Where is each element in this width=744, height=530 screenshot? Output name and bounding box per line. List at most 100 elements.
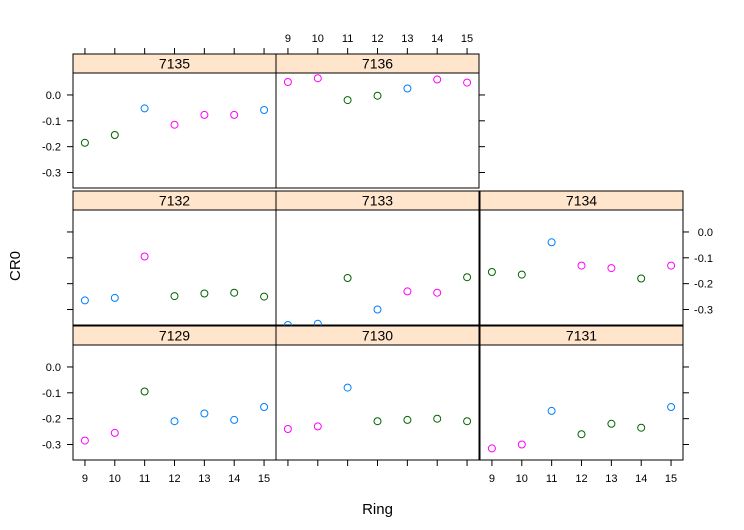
- point-7130-12: [373, 417, 382, 426]
- strip-label-7133: 7133: [362, 193, 393, 209]
- x-tick-label: 13: [198, 473, 210, 485]
- point-7131-10: [517, 440, 526, 449]
- x-tick-label: 9: [285, 33, 291, 45]
- x-tick-label: 9: [489, 473, 495, 485]
- point-7129-9: [80, 436, 89, 445]
- point-7133-12: [373, 305, 382, 314]
- x-tick-label: 12: [371, 33, 383, 45]
- point-7130-14: [433, 414, 442, 423]
- point-7135-10: [110, 131, 119, 139]
- point-7136-13: [403, 84, 412, 93]
- point-7132-10: [110, 293, 119, 302]
- panel-7136: [275, 72, 480, 189]
- y-tick-label: -0.3: [42, 439, 61, 451]
- x-tick-label: 14: [635, 473, 647, 485]
- point-7132-13: [200, 289, 209, 298]
- point-7129-15: [260, 403, 269, 411]
- y-tick-label: -0.1: [42, 388, 61, 400]
- point-7129-11: [140, 387, 149, 396]
- point-7135-15: [260, 106, 269, 114]
- point-7134-9: [487, 268, 496, 276]
- x-tick-label: 12: [168, 473, 180, 485]
- y-tick-label: 0.0: [46, 362, 61, 374]
- point-7133-13: [403, 287, 412, 296]
- x-tick-label: 9: [82, 473, 88, 485]
- x-tick-label: 10: [109, 473, 121, 485]
- y-tick-label: -0.2: [694, 279, 713, 291]
- point-7136-10: [313, 74, 322, 83]
- point-7130-15: [463, 417, 472, 426]
- y-tick-label: -0.3: [694, 304, 713, 316]
- strip-label-7129: 7129: [159, 328, 190, 344]
- point-7132-15: [260, 292, 269, 301]
- strip-label-7136: 7136: [362, 56, 393, 72]
- point-7129-12: [170, 417, 179, 426]
- point-7132-12: [170, 292, 179, 301]
- point-7133-14: [433, 288, 442, 297]
- point-7135-9: [80, 138, 89, 147]
- point-7135-14: [230, 110, 239, 119]
- point-7136-9: [283, 78, 292, 86]
- point-7135-12: [170, 120, 179, 129]
- point-7131-13: [607, 419, 616, 428]
- x-tick-label: 15: [665, 473, 677, 485]
- point-7134-14: [637, 274, 646, 283]
- x-tick-label: 14: [228, 473, 240, 485]
- point-7136-14: [433, 75, 442, 84]
- point-7132-9: [80, 296, 89, 305]
- point-7134-10: [517, 270, 526, 279]
- x-tick-label: 11: [139, 473, 150, 485]
- strip-label-7130: 7130: [362, 328, 393, 344]
- point-7131-11: [547, 406, 556, 415]
- panel-7129: [72, 344, 277, 461]
- point-7132-14: [230, 288, 239, 297]
- point-7136-11: [343, 96, 352, 105]
- point-7131-15: [667, 403, 676, 411]
- x-tick-label: 10: [516, 473, 528, 485]
- y-tick-label: -0.1: [42, 116, 61, 128]
- y-tick-label: -0.2: [42, 414, 61, 426]
- x-tick-label: 15: [461, 33, 473, 45]
- strip-label-7131: 7131: [566, 328, 597, 344]
- point-7135-13: [200, 110, 209, 119]
- y-tick-label: 0.0: [46, 90, 61, 102]
- point-7134-11: [547, 238, 556, 247]
- point-7133-15: [463, 273, 472, 282]
- y-tick-label: -0.1: [694, 253, 713, 265]
- panel-7133: [275, 209, 480, 326]
- point-7131-9: [487, 444, 496, 453]
- point-7129-10: [110, 428, 119, 437]
- x-tick-label: 11: [342, 33, 353, 45]
- point-7129-14: [230, 415, 239, 424]
- point-7134-13: [607, 264, 616, 273]
- panel-7130: [275, 344, 480, 461]
- point-7130-13: [403, 415, 412, 424]
- x-tick-label: 15: [258, 473, 270, 485]
- y-tick-label: -0.3: [42, 167, 61, 179]
- x-tick-label: 12: [575, 473, 587, 485]
- strip-label-7132: 7132: [159, 193, 190, 209]
- panel-7132: [72, 209, 277, 326]
- point-7130-10: [313, 422, 322, 431]
- y-axis-title: CR0: [7, 251, 24, 281]
- point-7130-11: [343, 383, 352, 392]
- point-7136-15: [463, 78, 472, 87]
- point-7130-9: [283, 425, 292, 433]
- x-tick-label: 11: [546, 473, 557, 485]
- x-tick-label: 13: [605, 473, 617, 485]
- strip-label-7134: 7134: [566, 193, 597, 209]
- point-7134-15: [667, 261, 676, 270]
- point-7132-11: [140, 252, 149, 261]
- point-7129-13: [200, 409, 209, 418]
- panel-7131: [479, 344, 684, 461]
- x-tick-label: 14: [431, 33, 443, 45]
- point-7136-12: [373, 91, 382, 100]
- x-axis-title: Ring: [362, 501, 393, 518]
- point-7131-12: [577, 430, 586, 439]
- panel-7135: [72, 72, 277, 189]
- y-tick-label: 0.0: [698, 227, 713, 239]
- x-tick-label: 10: [312, 33, 324, 45]
- point-7133-11: [343, 274, 352, 282]
- x-tick-label: 13: [401, 33, 413, 45]
